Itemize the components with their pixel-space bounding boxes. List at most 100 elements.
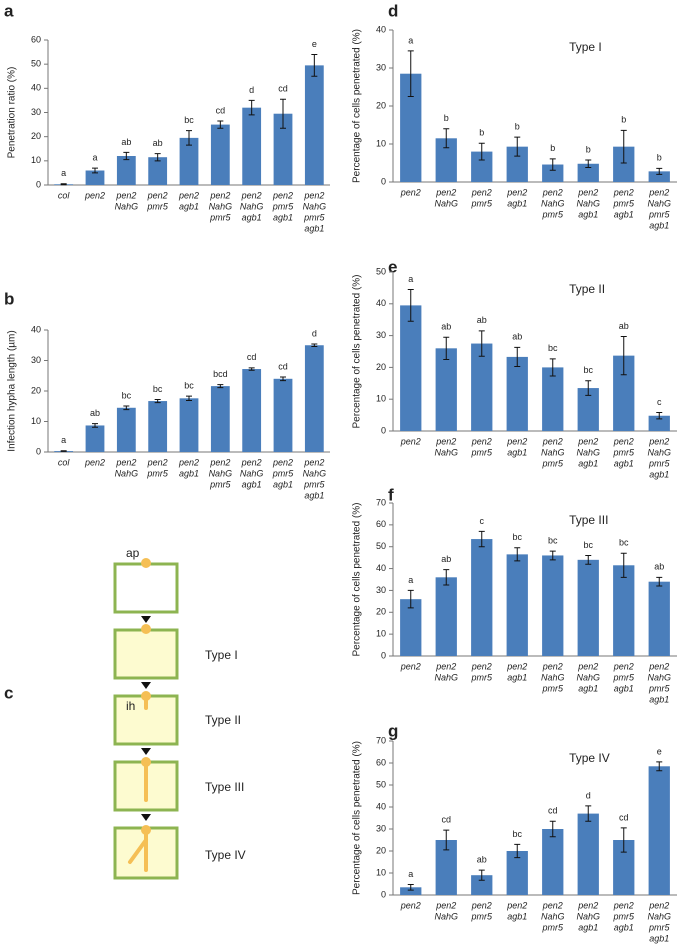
- y-tick-label: 0: [36, 179, 41, 189]
- bar: [400, 887, 422, 895]
- x-tick-label: NahG: [541, 447, 565, 457]
- significance-letter: bc: [512, 829, 522, 839]
- x-tick-label: pmr5: [470, 198, 492, 208]
- bar: [242, 369, 262, 452]
- error-bar: [585, 554, 592, 565]
- x-tick-label: agb1: [273, 479, 293, 489]
- x-tick-label: NahG: [240, 468, 264, 478]
- x-tick-label: pen2: [435, 661, 456, 671]
- chart: b Infection hypha length (µm) 0 10 20 30 40 a co…: [4, 289, 330, 500]
- bar: [210, 386, 230, 452]
- x-tick-label: pmr5: [612, 672, 634, 682]
- y-tick-label: 30: [376, 330, 386, 340]
- significance-letter: a: [408, 35, 413, 45]
- bar: [435, 348, 457, 431]
- bar: [577, 388, 599, 431]
- x-tick-label: agb1: [649, 469, 669, 479]
- x-tick-label: pmr5: [272, 201, 294, 211]
- y-tick-label: 30: [31, 355, 41, 365]
- bar: [577, 163, 599, 182]
- cell: [113, 562, 179, 614]
- error-bar: [443, 569, 450, 586]
- x-tick-label: NahG: [541, 672, 565, 682]
- y-tick-label: 0: [381, 889, 386, 899]
- error-bar: [92, 423, 98, 428]
- significance-letter: ab: [477, 315, 487, 325]
- x-tick-label: agb1: [273, 212, 293, 222]
- significance-letter: ab: [441, 554, 451, 564]
- y-tick-label: 10: [376, 394, 386, 404]
- error-bar: [280, 376, 286, 382]
- x-tick-label: pmr5: [209, 212, 231, 222]
- x-tick-label: NahG: [576, 447, 600, 457]
- panel-label: a: [4, 1, 14, 20]
- x-tick-label: NahG: [434, 198, 458, 208]
- x-tick-label: agb1: [242, 479, 262, 489]
- x-tick-label: agb1: [507, 447, 527, 457]
- x-tick-label: pen2: [272, 457, 293, 467]
- error-bar: [478, 330, 485, 357]
- error-bar: [407, 883, 414, 891]
- significance-letter: b: [444, 113, 449, 123]
- x-tick-label: pen2: [506, 187, 527, 197]
- y-tick-label: 50: [376, 779, 386, 789]
- x-tick-label: pmr5: [470, 447, 492, 457]
- significance-letter: bc: [122, 390, 132, 400]
- x-tick-label: agb1: [614, 922, 634, 932]
- x-tick-label: pen2: [577, 900, 598, 910]
- x-tick-label: pmr5: [648, 209, 670, 219]
- bar: [613, 565, 635, 656]
- x-tick-label: agb1: [578, 458, 598, 468]
- chart-title: Type II: [569, 282, 605, 296]
- significance-letter: bc: [184, 381, 194, 391]
- bar: [210, 124, 230, 185]
- error-bar: [620, 129, 627, 164]
- y-tick-label: 30: [376, 823, 386, 833]
- y-tick-label: 20: [376, 100, 386, 110]
- error-bar: [514, 843, 521, 859]
- x-tick-label: pen2: [506, 436, 527, 446]
- x-tick-label: pmr5: [541, 458, 563, 468]
- type-label: Type III: [205, 780, 244, 794]
- x-tick-label: pen2: [178, 190, 199, 200]
- x-tick-label: pen2: [241, 190, 262, 200]
- y-tick-label: 10: [31, 416, 41, 426]
- error-bar: [585, 159, 592, 169]
- significance-letter: c: [657, 397, 662, 407]
- chart-title: Type I: [569, 40, 602, 54]
- x-tick-label: NahG: [240, 201, 264, 211]
- significance-letter: a: [61, 168, 66, 178]
- bar: [116, 156, 136, 185]
- error-bar: [620, 552, 627, 578]
- x-tick-label: pen2: [542, 187, 563, 197]
- significance-letter: bc: [548, 343, 558, 353]
- significance-letter: cd: [278, 84, 288, 94]
- x-tick-label: pen2: [241, 457, 262, 467]
- arrow: [141, 616, 151, 623]
- panel-label: d: [388, 1, 398, 20]
- chart: e Type II Percentage of cells penetrated (…: [352, 257, 677, 479]
- error-bar: [656, 761, 663, 772]
- x-tick-label: pen2: [577, 187, 598, 197]
- significance-letter: ab: [441, 322, 451, 332]
- x-tick-label: NahG: [576, 672, 600, 682]
- significance-letter: b: [479, 128, 484, 138]
- x-tick-label: pen2: [542, 436, 563, 446]
- y-tick-label: 0: [381, 176, 386, 186]
- y-tick-label: 20: [31, 385, 41, 395]
- x-tick-label: pmr5: [541, 922, 563, 932]
- x-tick-label: agb1: [578, 922, 598, 932]
- x-tick-label: agb1: [242, 212, 262, 222]
- diagram: c ap Type I ih Type II Type III Type IV: [4, 546, 246, 880]
- x-tick-label: agb1: [649, 694, 669, 704]
- significance-letter: cd: [619, 812, 629, 822]
- significance-letter: bc: [512, 532, 522, 542]
- x-tick-label: pen2: [648, 436, 669, 446]
- panel-label: c: [4, 683, 13, 702]
- x-tick-label: NahG: [303, 468, 327, 478]
- significance-letter: ab: [153, 138, 163, 148]
- x-tick-label: NahG: [647, 911, 671, 921]
- x-tick-label: pmr5: [470, 672, 492, 682]
- bar: [648, 581, 670, 656]
- error-bar: [443, 829, 450, 851]
